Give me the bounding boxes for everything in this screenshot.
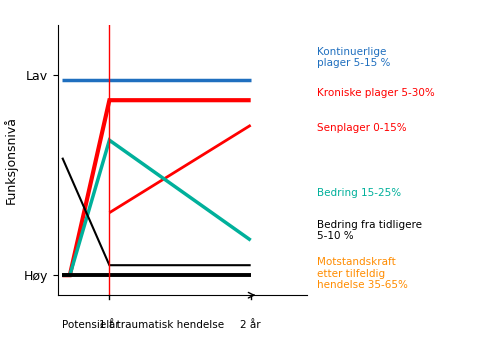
Text: Motstandskraft
etter tilfeldig
hendelse 35-65%: Motstandskraft etter tilfeldig hendelse …: [317, 257, 408, 290]
Text: Kroniske plager 5-30%: Kroniske plager 5-30%: [317, 88, 434, 98]
Text: 1 år: 1 år: [99, 320, 120, 329]
Text: Kontinuerlige
plager 5-15 %: Kontinuerlige plager 5-15 %: [317, 47, 390, 68]
Text: 2 år: 2 år: [240, 320, 261, 329]
Text: Bedring fra tidligere
5-10 %: Bedring fra tidligere 5-10 %: [317, 220, 422, 241]
Text: Potensielt traumatisk hendelse: Potensielt traumatisk hendelse: [62, 320, 225, 329]
Y-axis label: Funksjonsnivå: Funksjonsnivå: [4, 116, 18, 204]
Text: Senplager 0-15%: Senplager 0-15%: [317, 123, 407, 133]
Text: Bedring 15-25%: Bedring 15-25%: [317, 188, 401, 198]
